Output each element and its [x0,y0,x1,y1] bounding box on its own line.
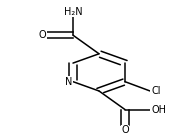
Text: H₂N: H₂N [64,7,82,17]
Text: OH: OH [151,105,166,115]
Text: Cl: Cl [151,86,161,96]
Text: O: O [38,30,46,40]
Text: O: O [121,125,129,135]
Text: N: N [65,77,72,87]
